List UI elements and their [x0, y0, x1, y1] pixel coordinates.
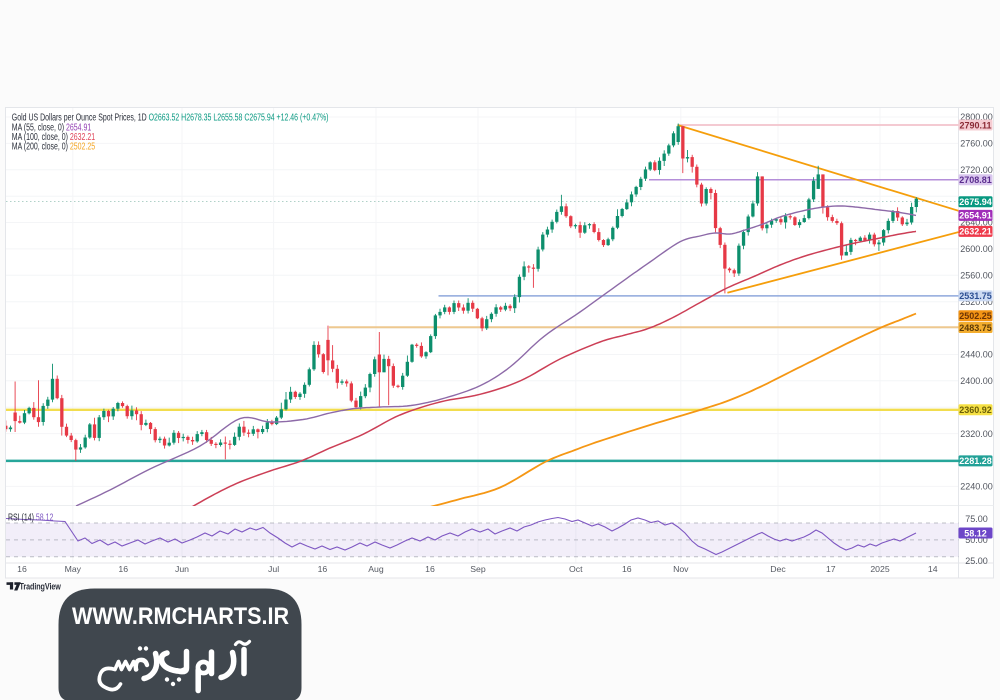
svg-text:25.00: 25.00: [965, 556, 988, 566]
svg-text:2531.75: 2531.75: [959, 291, 992, 301]
svg-text:TradingView: TradingView: [20, 582, 62, 592]
svg-text:2502.25: 2502.25: [959, 311, 992, 321]
svg-text:50.00: 50.00: [965, 535, 988, 545]
svg-text:Nov: Nov: [673, 564, 689, 574]
svg-text:May: May: [65, 564, 82, 574]
svg-text:MA (200, close, 0) 2502.25: MA (200, close, 0) 2502.25: [12, 141, 96, 152]
svg-text:16: 16: [622, 564, 632, 574]
svg-text:Dec: Dec: [770, 564, 786, 574]
svg-text:14: 14: [928, 564, 938, 574]
svg-text:2675.94: 2675.94: [959, 197, 992, 207]
svg-text:2360.92: 2360.92: [959, 405, 992, 415]
svg-text:Gold US Dollars per Ounce Spot: Gold US Dollars per Ounce Spot Prices, 1…: [12, 112, 329, 123]
svg-text:75.00: 75.00: [965, 514, 988, 524]
svg-text:RSI (14) 58.12: RSI (14) 58.12: [8, 511, 54, 522]
svg-text:16: 16: [17, 564, 27, 574]
svg-text:Oct: Oct: [569, 564, 583, 574]
svg-text:2720.00: 2720.00: [960, 165, 993, 175]
svg-text:2520.00: 2520.00: [960, 297, 993, 307]
svg-text:WWW.RMCHARTS.IR: WWW.RMCHARTS.IR: [72, 602, 290, 629]
svg-text:Jul: Jul: [268, 564, 279, 574]
svg-text:58.12: 58.12: [964, 528, 987, 538]
svg-text:2440.00: 2440.00: [960, 350, 993, 360]
svg-text:2640.00: 2640.00: [960, 218, 993, 228]
svg-text:2320.00: 2320.00: [960, 429, 993, 439]
svg-text:2632.21: 2632.21: [959, 227, 992, 237]
svg-text:16: 16: [118, 564, 128, 574]
svg-text:2654.91: 2654.91: [959, 211, 992, 221]
svg-text:2240.00: 2240.00: [960, 482, 993, 492]
svg-text:2400.00: 2400.00: [960, 376, 993, 386]
svg-text:2790.11: 2790.11: [959, 120, 991, 130]
svg-text:Jun: Jun: [175, 564, 189, 574]
svg-text:2560.00: 2560.00: [960, 271, 993, 281]
svg-text:2483.75: 2483.75: [959, 323, 992, 333]
svg-text:2281.28: 2281.28: [959, 456, 992, 466]
svg-text:Aug: Aug: [368, 564, 384, 574]
svg-text:2708.81: 2708.81: [959, 175, 992, 185]
svg-text:2760.00: 2760.00: [960, 139, 993, 149]
svg-text:2600.00: 2600.00: [960, 244, 993, 254]
svg-text:MA (100, close, 0) 2632.21: MA (100, close, 0) 2632.21: [12, 131, 96, 142]
svg-text:MA (55, close, 0) 2654.91: MA (55, close, 0) 2654.91: [12, 121, 92, 132]
svg-text:16: 16: [318, 564, 328, 574]
svg-text:Sep: Sep: [470, 564, 486, 574]
svg-text:2025: 2025: [870, 564, 889, 574]
svg-text:16: 16: [425, 564, 435, 574]
svg-text:2800.00: 2800.00: [960, 112, 993, 122]
svg-text:17: 17: [826, 564, 836, 574]
